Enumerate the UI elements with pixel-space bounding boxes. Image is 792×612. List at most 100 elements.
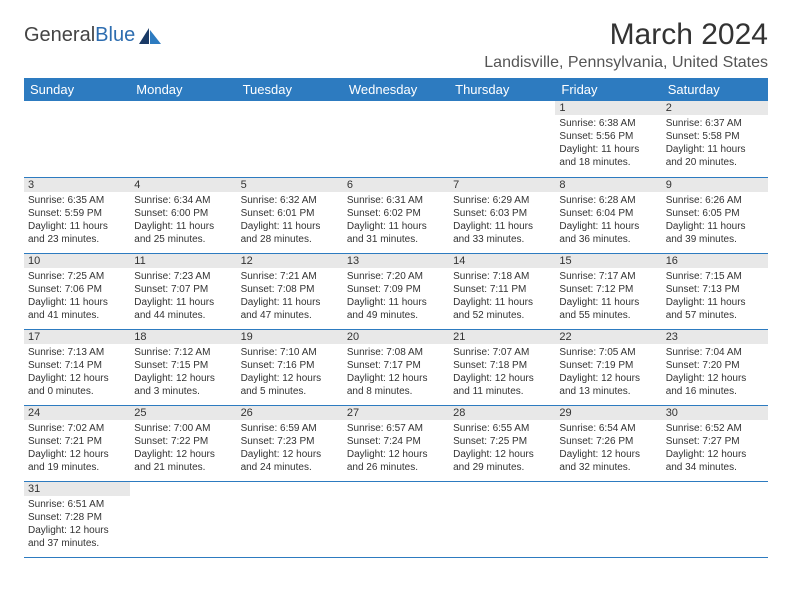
calendar-week-row: 10Sunrise: 7:25 AMSunset: 7:06 PMDayligh… (24, 253, 768, 329)
calendar-empty-cell (237, 101, 343, 177)
day-content: Sunrise: 6:34 AMSunset: 6:00 PMDaylight:… (130, 192, 236, 250)
title-block: March 2024 Landisville, Pennsylvania, Un… (484, 18, 768, 72)
weekday-header: Monday (130, 78, 236, 101)
calendar-day-cell: 1Sunrise: 6:38 AMSunset: 5:56 PMDaylight… (555, 101, 661, 177)
day-number: 18 (130, 330, 236, 344)
calendar-day-cell: 4Sunrise: 6:34 AMSunset: 6:00 PMDaylight… (130, 177, 236, 253)
sail-icon (137, 26, 163, 46)
day-content: Sunrise: 7:07 AMSunset: 7:18 PMDaylight:… (449, 344, 555, 402)
day-content: Sunrise: 7:18 AMSunset: 7:11 PMDaylight:… (449, 268, 555, 326)
logo-text-general: General (24, 24, 95, 46)
calendar-day-cell: 7Sunrise: 6:29 AMSunset: 6:03 PMDaylight… (449, 177, 555, 253)
day-number: 6 (343, 178, 449, 192)
day-number: 24 (24, 406, 130, 420)
calendar-day-cell: 26Sunrise: 6:59 AMSunset: 7:23 PMDayligh… (237, 405, 343, 481)
day-content: Sunrise: 6:38 AMSunset: 5:56 PMDaylight:… (555, 115, 661, 173)
calendar-empty-cell (237, 481, 343, 557)
calendar-empty-cell (662, 481, 768, 557)
calendar-day-cell: 8Sunrise: 6:28 AMSunset: 6:04 PMDaylight… (555, 177, 661, 253)
day-content: Sunrise: 6:55 AMSunset: 7:25 PMDaylight:… (449, 420, 555, 478)
calendar-day-cell: 12Sunrise: 7:21 AMSunset: 7:08 PMDayligh… (237, 253, 343, 329)
header: GeneralBlue March 2024 Landisville, Penn… (24, 18, 768, 72)
day-number: 29 (555, 406, 661, 420)
calendar-empty-cell (343, 481, 449, 557)
calendar-day-cell: 19Sunrise: 7:10 AMSunset: 7:16 PMDayligh… (237, 329, 343, 405)
day-number: 4 (130, 178, 236, 192)
calendar-day-cell: 16Sunrise: 7:15 AMSunset: 7:13 PMDayligh… (662, 253, 768, 329)
calendar-week-row: 17Sunrise: 7:13 AMSunset: 7:14 PMDayligh… (24, 329, 768, 405)
calendar-day-cell: 9Sunrise: 6:26 AMSunset: 6:05 PMDaylight… (662, 177, 768, 253)
calendar-empty-cell (449, 481, 555, 557)
day-content: Sunrise: 6:52 AMSunset: 7:27 PMDaylight:… (662, 420, 768, 478)
calendar-week-row: 31Sunrise: 6:51 AMSunset: 7:28 PMDayligh… (24, 481, 768, 557)
calendar-body: 1Sunrise: 6:38 AMSunset: 5:56 PMDaylight… (24, 101, 768, 557)
day-number: 14 (449, 254, 555, 268)
day-content: Sunrise: 6:32 AMSunset: 6:01 PMDaylight:… (237, 192, 343, 250)
day-content: Sunrise: 6:59 AMSunset: 7:23 PMDaylight:… (237, 420, 343, 478)
day-number: 31 (24, 482, 130, 496)
calendar-day-cell: 25Sunrise: 7:00 AMSunset: 7:22 PMDayligh… (130, 405, 236, 481)
day-number: 16 (662, 254, 768, 268)
calendar-day-cell: 27Sunrise: 6:57 AMSunset: 7:24 PMDayligh… (343, 405, 449, 481)
day-number: 21 (449, 330, 555, 344)
logo-text: GeneralBlue (24, 24, 135, 47)
calendar-empty-cell (130, 481, 236, 557)
day-number: 27 (343, 406, 449, 420)
calendar-week-row: 24Sunrise: 7:02 AMSunset: 7:21 PMDayligh… (24, 405, 768, 481)
calendar-day-cell: 20Sunrise: 7:08 AMSunset: 7:17 PMDayligh… (343, 329, 449, 405)
calendar-day-cell: 31Sunrise: 6:51 AMSunset: 7:28 PMDayligh… (24, 481, 130, 557)
calendar-day-cell: 30Sunrise: 6:52 AMSunset: 7:27 PMDayligh… (662, 405, 768, 481)
calendar-day-cell: 15Sunrise: 7:17 AMSunset: 7:12 PMDayligh… (555, 253, 661, 329)
calendar-day-cell: 5Sunrise: 6:32 AMSunset: 6:01 PMDaylight… (237, 177, 343, 253)
day-content: Sunrise: 7:17 AMSunset: 7:12 PMDaylight:… (555, 268, 661, 326)
day-content: Sunrise: 6:31 AMSunset: 6:02 PMDaylight:… (343, 192, 449, 250)
calendar-day-cell: 23Sunrise: 7:04 AMSunset: 7:20 PMDayligh… (662, 329, 768, 405)
day-number: 17 (24, 330, 130, 344)
day-number: 9 (662, 178, 768, 192)
calendar-day-cell: 11Sunrise: 7:23 AMSunset: 7:07 PMDayligh… (130, 253, 236, 329)
day-content: Sunrise: 6:26 AMSunset: 6:05 PMDaylight:… (662, 192, 768, 250)
weekday-header-row: SundayMondayTuesdayWednesdayThursdayFrid… (24, 78, 768, 101)
day-number: 28 (449, 406, 555, 420)
weekday-header: Friday (555, 78, 661, 101)
calendar-day-cell: 14Sunrise: 7:18 AMSunset: 7:11 PMDayligh… (449, 253, 555, 329)
calendar-empty-cell (24, 101, 130, 177)
day-number: 3 (24, 178, 130, 192)
day-number: 25 (130, 406, 236, 420)
day-number: 22 (555, 330, 661, 344)
calendar-day-cell: 6Sunrise: 6:31 AMSunset: 6:02 PMDaylight… (343, 177, 449, 253)
day-content: Sunrise: 7:12 AMSunset: 7:15 PMDaylight:… (130, 344, 236, 402)
calendar-day-cell: 29Sunrise: 6:54 AMSunset: 7:26 PMDayligh… (555, 405, 661, 481)
day-content: Sunrise: 6:29 AMSunset: 6:03 PMDaylight:… (449, 192, 555, 250)
day-content: Sunrise: 6:51 AMSunset: 7:28 PMDaylight:… (24, 496, 130, 554)
day-number: 23 (662, 330, 768, 344)
calendar-empty-cell (343, 101, 449, 177)
calendar-day-cell: 10Sunrise: 7:25 AMSunset: 7:06 PMDayligh… (24, 253, 130, 329)
weekday-header: Thursday (449, 78, 555, 101)
calendar-day-cell: 2Sunrise: 6:37 AMSunset: 5:58 PMDaylight… (662, 101, 768, 177)
weekday-header: Wednesday (343, 78, 449, 101)
weekday-header: Tuesday (237, 78, 343, 101)
day-number: 7 (449, 178, 555, 192)
logo: GeneralBlue (24, 18, 163, 47)
day-content: Sunrise: 6:35 AMSunset: 5:59 PMDaylight:… (24, 192, 130, 250)
calendar-empty-cell (130, 101, 236, 177)
calendar-week-row: 3Sunrise: 6:35 AMSunset: 5:59 PMDaylight… (24, 177, 768, 253)
day-number: 15 (555, 254, 661, 268)
location: Landisville, Pennsylvania, United States (484, 54, 768, 72)
day-number: 8 (555, 178, 661, 192)
day-content: Sunrise: 7:21 AMSunset: 7:08 PMDaylight:… (237, 268, 343, 326)
day-number: 11 (130, 254, 236, 268)
day-content: Sunrise: 7:08 AMSunset: 7:17 PMDaylight:… (343, 344, 449, 402)
day-number: 30 (662, 406, 768, 420)
calendar-day-cell: 18Sunrise: 7:12 AMSunset: 7:15 PMDayligh… (130, 329, 236, 405)
day-content: Sunrise: 7:23 AMSunset: 7:07 PMDaylight:… (130, 268, 236, 326)
day-number: 10 (24, 254, 130, 268)
calendar-day-cell: 17Sunrise: 7:13 AMSunset: 7:14 PMDayligh… (24, 329, 130, 405)
day-content: Sunrise: 6:28 AMSunset: 6:04 PMDaylight:… (555, 192, 661, 250)
day-content: Sunrise: 7:05 AMSunset: 7:19 PMDaylight:… (555, 344, 661, 402)
day-content: Sunrise: 7:02 AMSunset: 7:21 PMDaylight:… (24, 420, 130, 478)
calendar-day-cell: 3Sunrise: 6:35 AMSunset: 5:59 PMDaylight… (24, 177, 130, 253)
day-number: 12 (237, 254, 343, 268)
weekday-header: Saturday (662, 78, 768, 101)
